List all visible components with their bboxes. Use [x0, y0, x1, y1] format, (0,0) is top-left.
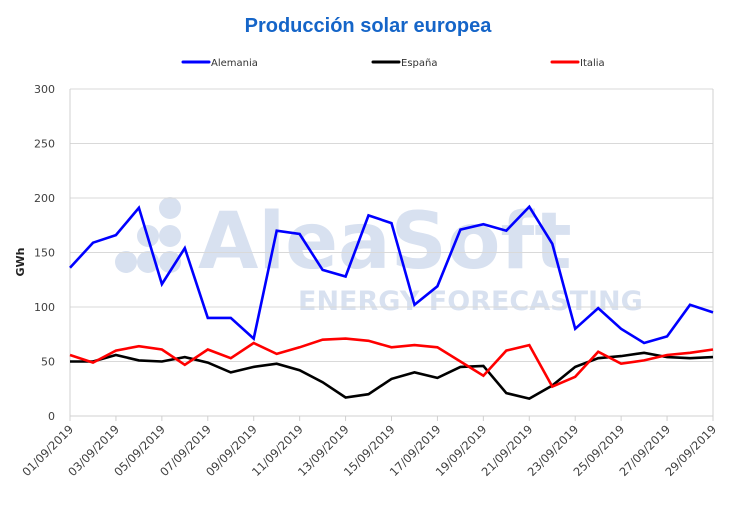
legend-label: España: [401, 58, 437, 69]
series-lines: [69, 204, 714, 400]
legend-label: Alemania: [211, 58, 258, 69]
y-axis-label: GWh: [14, 248, 27, 277]
series-line-italia: [69, 337, 714, 389]
y-tick-label: 200: [34, 192, 55, 205]
watermark-brand: AleaSoft: [198, 197, 572, 287]
y-tick-label: 100: [34, 301, 55, 314]
legend-item: Italia: [550, 58, 605, 69]
watermark-logo: AleaSoft ENERGY FORECASTING: [115, 197, 643, 317]
watermark-tagline: ENERGY FORECASTING: [298, 286, 643, 317]
watermark-dots-icon: [115, 197, 181, 273]
watermark-dot: [115, 251, 137, 273]
y-tick-label: 50: [41, 356, 55, 369]
y-tick-label: 0: [48, 410, 55, 423]
y-tick-label: 300: [34, 83, 55, 96]
y-tick-label: 250: [34, 138, 55, 151]
legend: Alemania España Italia: [181, 58, 605, 69]
y-axis-ticks: 0 50 100 150 200 250 300: [34, 83, 55, 423]
watermark-dot: [159, 251, 181, 273]
x-axis-ticks: 01/09/201903/09/201905/09/201907/09/2019…: [19, 416, 719, 479]
legend-item: Alemania: [181, 58, 258, 69]
legend-item: España: [371, 58, 437, 69]
grid: [70, 88, 713, 362]
watermark-dot: [159, 197, 181, 219]
series-line-españa: [70, 351, 714, 400]
series-line-alemania: [69, 204, 714, 345]
chart-title: Producción solar europea: [245, 15, 493, 37]
legend-label: Italia: [580, 58, 605, 69]
y-tick-label: 150: [34, 247, 55, 260]
watermark-dot: [159, 225, 181, 247]
